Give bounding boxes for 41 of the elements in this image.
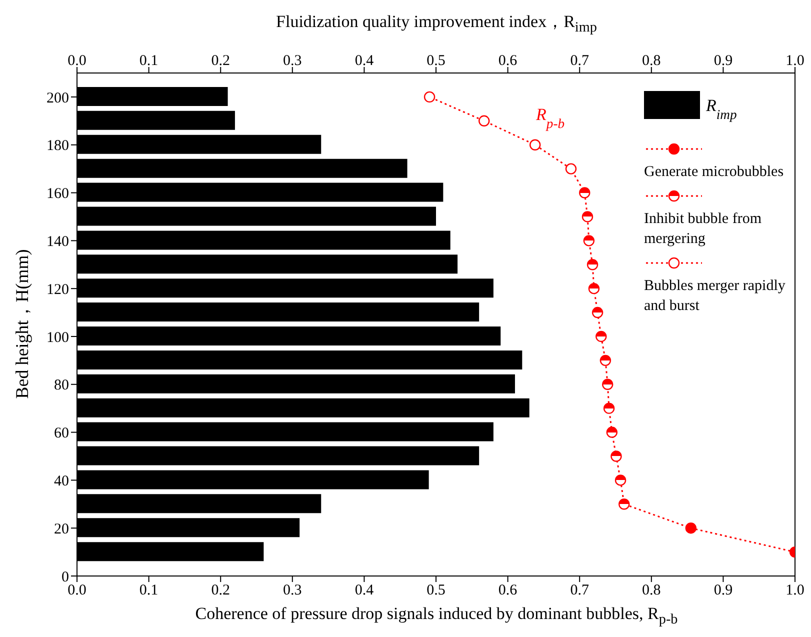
y-tick-label: 200 xyxy=(46,90,69,106)
x2-axis-title: Fluidization quality improvement index，R$_{imp}$ xyxy=(275,11,598,36)
x-tick-label: 0.7 xyxy=(570,53,590,69)
y-tick-label: 0 xyxy=(62,569,69,586)
series-label: R$_{p-b}$ xyxy=(535,105,565,130)
legend-label: Inhibit bubble from mergering xyxy=(644,210,762,249)
y-tick-label: 80 xyxy=(54,378,69,394)
x2-tick-label: 0.3 xyxy=(283,582,302,599)
y-tick-label: 120 xyxy=(46,282,69,298)
x-axis-title: Coherence of pressure drop signals induced by dominant bubbles, R$_{p-b}$ xyxy=(194,604,679,628)
x2-tick-label: 1.0 xyxy=(786,582,804,599)
x2-tick-label: 0.7 xyxy=(570,582,590,599)
legend-label: Bubbles merger rapidly and burst xyxy=(644,277,786,316)
x-tick-label: 0.9 xyxy=(714,53,733,69)
x2-tick-label: 0.1 xyxy=(139,582,158,599)
y-axis-title: Bed height，H(mm) xyxy=(11,249,33,399)
x-tick-label: 0.1 xyxy=(139,53,158,69)
x-tick-label: 0.6 xyxy=(498,53,518,69)
y-tick-label: 140 xyxy=(46,234,69,250)
x-tick-label: 0.2 xyxy=(211,53,230,69)
y-tick-label: 60 xyxy=(54,426,69,442)
x2-tick-label: 0.0 xyxy=(68,582,86,599)
x2-tick-label: 0.9 xyxy=(714,582,733,599)
x2-tick-label: 0.4 xyxy=(354,582,374,599)
y-tick-label: 180 xyxy=(46,138,69,154)
x-tick-label: 1.0 xyxy=(786,53,804,69)
y-tick-label: 160 xyxy=(46,186,69,202)
x2-tick-label: 0.6 xyxy=(498,582,518,599)
legend-label: Generate microbubbles xyxy=(644,163,785,182)
y-tick-label: 40 xyxy=(54,474,69,490)
x-tick-label: 0.5 xyxy=(426,53,446,69)
y-tick-label: 20 xyxy=(54,521,69,538)
y-tick-label: 100 xyxy=(46,330,69,346)
x2-tick-label: 0.8 xyxy=(642,582,661,599)
x-tick-label: 0.8 xyxy=(642,53,661,69)
x-tick-label: 0.4 xyxy=(354,53,374,69)
x-tick-label: 0.3 xyxy=(283,53,302,69)
x2-tick-label: 0.5 xyxy=(426,582,446,599)
x-tick-label: 0.0 xyxy=(68,53,86,69)
x2-tick-label: 0.2 xyxy=(211,582,230,599)
text: R$_{imp}$ xyxy=(705,96,737,122)
